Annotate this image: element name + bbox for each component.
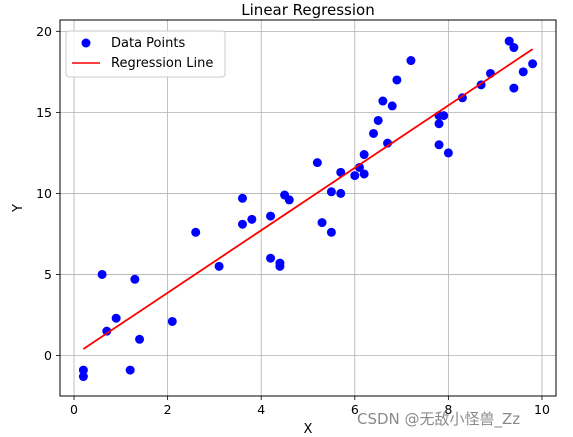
data-point bbox=[317, 218, 327, 228]
data-point bbox=[102, 326, 112, 336]
y-tick-label: 5 bbox=[44, 267, 52, 282]
x-tick-label: 10 bbox=[534, 402, 550, 417]
legend-label-regression-line: Regression Line bbox=[111, 56, 213, 71]
axis-ticks: 0 2 4 6 8 10 0 5 10 15 20 bbox=[36, 24, 550, 417]
watermark-text: CSDN @无敌小怪兽_Zz bbox=[357, 410, 520, 429]
plot-frame bbox=[59, 19, 557, 397]
data-point bbox=[336, 188, 346, 198]
data-point bbox=[336, 167, 346, 177]
data-point bbox=[434, 140, 444, 150]
data-point bbox=[191, 227, 201, 237]
legend: Data Points Regression Line bbox=[65, 30, 226, 78]
data-point bbox=[135, 334, 145, 344]
data-point bbox=[392, 75, 402, 85]
legend-box bbox=[65, 30, 226, 78]
data-point bbox=[373, 115, 383, 125]
y-tick-label: 0 bbox=[44, 348, 52, 363]
data-point bbox=[247, 214, 257, 224]
x-tick-label: 6 bbox=[351, 402, 359, 417]
data-point bbox=[439, 111, 449, 121]
data-point bbox=[378, 96, 388, 106]
data-point bbox=[284, 195, 294, 205]
data-point bbox=[237, 219, 247, 229]
plot-series bbox=[78, 36, 538, 382]
data-point bbox=[359, 150, 369, 160]
data-point bbox=[214, 261, 224, 271]
y-tick-label: 10 bbox=[36, 186, 52, 201]
data-point bbox=[266, 211, 276, 221]
data-point bbox=[266, 253, 276, 263]
regression-line bbox=[82, 48, 534, 350]
data-point bbox=[509, 43, 519, 53]
data-point bbox=[387, 101, 397, 111]
data-point bbox=[326, 187, 336, 197]
data-point bbox=[275, 261, 285, 271]
data-point bbox=[509, 83, 519, 93]
data-point bbox=[237, 193, 247, 203]
legend-label-data-points: Data Points bbox=[111, 36, 185, 51]
x-tick-label: 2 bbox=[164, 402, 172, 417]
y-tick-label: 20 bbox=[36, 24, 52, 39]
x-axis-label: X bbox=[304, 422, 313, 437]
data-point bbox=[518, 67, 528, 77]
data-point bbox=[78, 372, 88, 382]
data-point bbox=[125, 365, 135, 375]
data-point bbox=[528, 59, 538, 69]
y-axis-label: Y bbox=[11, 204, 26, 213]
data-point bbox=[359, 169, 369, 179]
data-point bbox=[130, 274, 140, 284]
data-point bbox=[326, 227, 336, 237]
data-point bbox=[350, 171, 360, 181]
chart-title: Linear Regression bbox=[241, 1, 374, 19]
data-point bbox=[97, 269, 107, 279]
x-tick-label: 4 bbox=[257, 402, 265, 417]
data-point bbox=[312, 158, 322, 168]
data-point bbox=[434, 119, 444, 129]
data-point bbox=[167, 316, 177, 326]
data-point bbox=[369, 128, 379, 138]
y-tick-label: 15 bbox=[36, 105, 52, 120]
data-point bbox=[111, 313, 121, 323]
x-tick-label: 8 bbox=[444, 402, 452, 417]
data-point bbox=[504, 36, 514, 46]
data-point bbox=[406, 56, 416, 66]
x-tick-label: 0 bbox=[70, 402, 78, 417]
data-point bbox=[78, 365, 88, 375]
legend-marker-data-points bbox=[81, 38, 91, 48]
data-point bbox=[443, 148, 453, 158]
